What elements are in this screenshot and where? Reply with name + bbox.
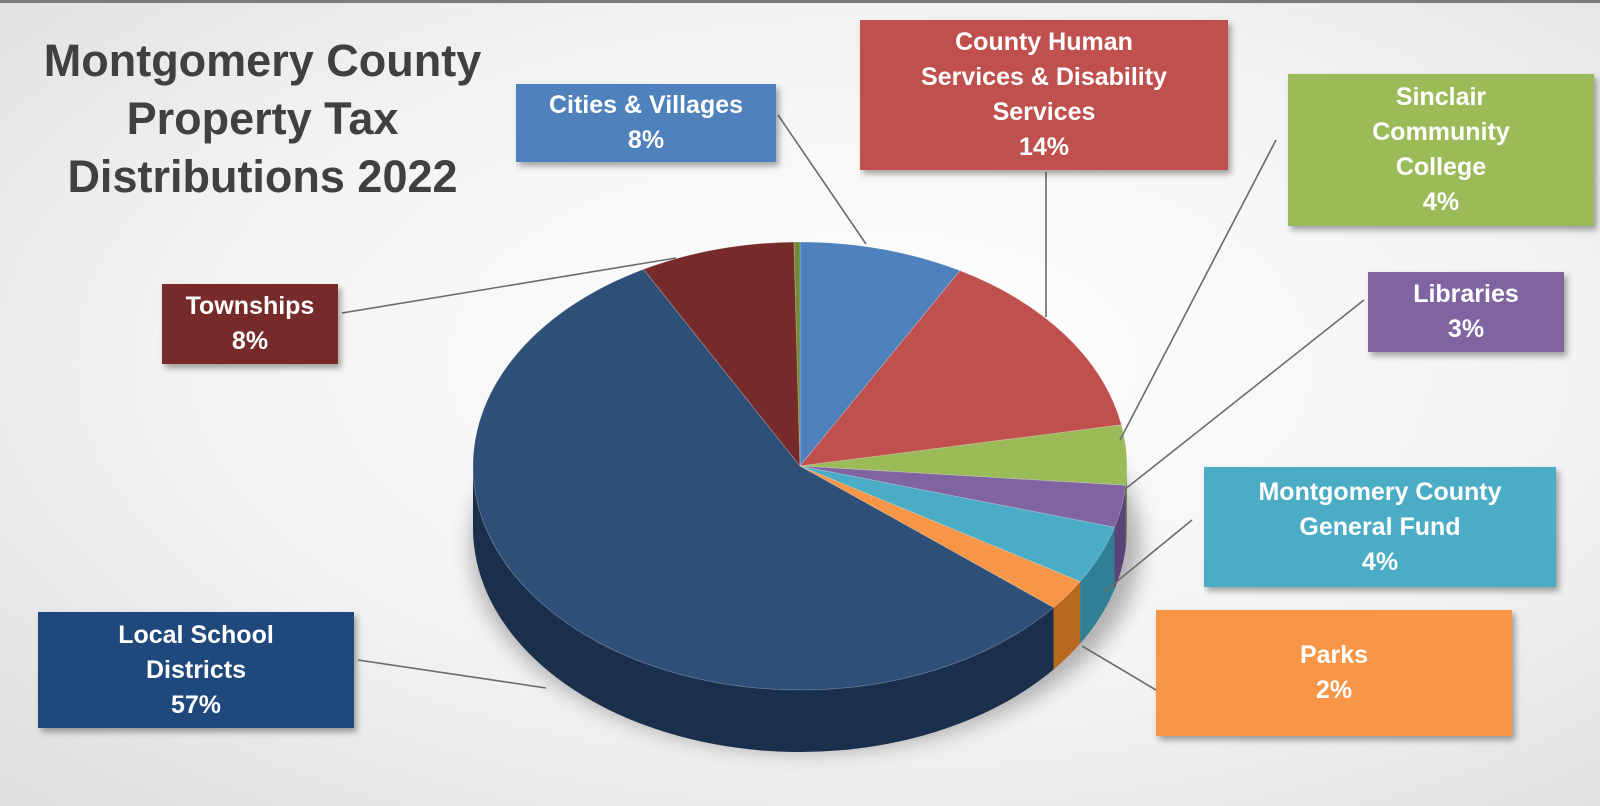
leader-line-townships (341, 257, 677, 314)
label-schools-value: 57% (170, 690, 222, 719)
label-parks: Parks 2% (1156, 610, 1512, 736)
label-sinclair-line-1: Sinclair (1395, 83, 1487, 111)
leader-line-cities (777, 114, 867, 245)
pie-side-libraries (1114, 485, 1126, 590)
label-county-human-services-line-3: Services (992, 98, 1096, 126)
pie-side-schools (473, 466, 1054, 753)
label-cities-villages-line-1: Cities & Villages (548, 91, 744, 119)
chart-title-line-1: Montgomery County (43, 35, 482, 86)
pie-slice-human (799, 270, 1122, 467)
label-libraries: Libraries 3% (1368, 272, 1564, 352)
label-libraries-value: 3% (1447, 315, 1485, 343)
pie-slice-other (793, 241, 801, 467)
pie-slice-general (799, 465, 1116, 583)
leader-line-general (1103, 519, 1193, 593)
label-libraries-line-1: Libraries (1413, 280, 1519, 308)
pie-side-sinclair (1125, 466, 1127, 548)
label-general-fund-line-1: Montgomery County (1258, 477, 1502, 506)
chart-title-line-3: Distributions 2022 (67, 151, 458, 202)
label-cities-villages-value: 8% (627, 126, 665, 154)
label-county-human-services: County Human Services & Disability Servi… (860, 20, 1228, 170)
pie-leader-lines (341, 114, 1365, 691)
pie-top-faces (472, 241, 1128, 691)
label-county-human-services-line-1: County Human (955, 28, 1133, 56)
label-schools-line-1: Local School (118, 620, 274, 649)
top-border-line (0, 0, 1600, 3)
label-general-fund-line-2: General Fund (1299, 512, 1461, 541)
label-parks-value: 2% (1315, 676, 1353, 704)
label-townships-line-1: Townships (185, 292, 315, 320)
label-general-fund-value: 4% (1361, 547, 1399, 576)
leader-line-sinclair (1119, 139, 1277, 441)
leader-line-libraries (1123, 299, 1365, 491)
label-sinclair-value: 4% (1422, 188, 1460, 216)
label-schools-line-2: Districts (145, 655, 247, 684)
pie-slice-cities (799, 241, 961, 468)
label-sinclair-line-2: Community (1372, 118, 1510, 146)
pie-side-parks (1053, 581, 1081, 670)
leader-line-schools (357, 659, 547, 689)
pie-side-general (1080, 527, 1115, 644)
pie-slice-townships (642, 241, 801, 468)
label-montgomery-county-general-fund: Montgomery County General Fund 4% (1204, 467, 1556, 587)
pie-slice-libraries (799, 465, 1127, 528)
label-townships-value: 8% (231, 327, 269, 355)
label-cities-villages: Cities & Villages 8% (516, 84, 776, 162)
pie-slice-parks (799, 465, 1081, 608)
label-county-human-services-value: 14% (1018, 133, 1070, 161)
label-sinclair-community-college: Sinclair Community College 4% (1288, 74, 1594, 226)
pie-slice-schools (472, 268, 1055, 691)
label-sinclair-line-3: College (1395, 153, 1487, 181)
label-county-human-services-line-2: Services & Disability (921, 63, 1167, 91)
label-townships: Townships 8% (162, 284, 338, 364)
leader-line-parks (1081, 645, 1157, 691)
chart-title-line-2: Property Tax (126, 93, 399, 144)
pie-side-walls (473, 466, 1127, 753)
pie-slice-sinclair (799, 424, 1128, 486)
chart-title: Montgomery County Property Tax Distribut… (0, 32, 525, 206)
label-parks-line-1: Parks (1299, 641, 1369, 669)
label-local-school-districts: Local School Districts 57% (38, 612, 354, 728)
